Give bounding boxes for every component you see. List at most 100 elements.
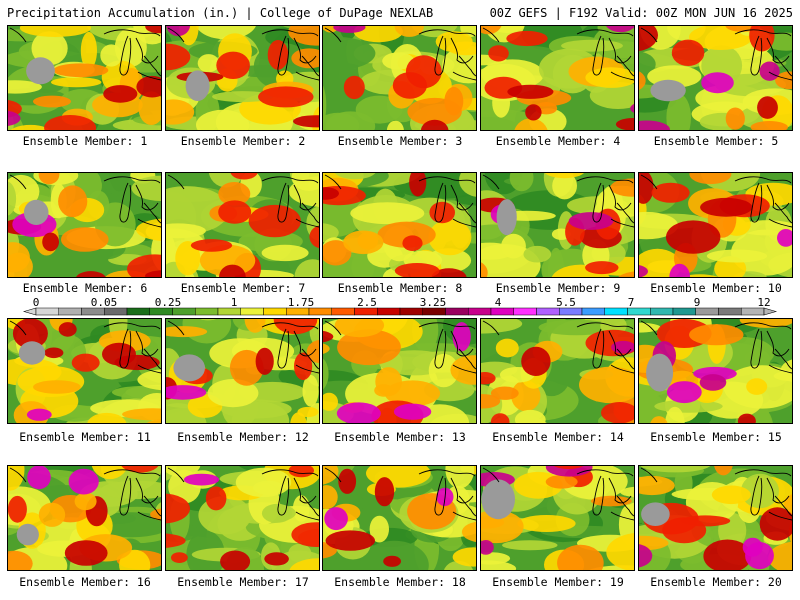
ensemble-member-map: [638, 172, 793, 278]
great-lakes-outline: [482, 467, 634, 521]
great-lakes-outline: [482, 27, 634, 81]
colorbar-segment: [126, 307, 150, 316]
great-lakes-outline: [324, 174, 476, 228]
colorbar-segment: [399, 307, 423, 316]
ensemble-member-map: [7, 318, 162, 424]
colorbar-tick-label: 0.05: [91, 296, 118, 309]
great-lakes-outline: [9, 27, 161, 81]
great-lakes-outline: [324, 27, 476, 81]
ensemble-member-label: Ensemble Member: 11: [19, 430, 151, 444]
ensemble-member-map: [7, 465, 162, 571]
colorbar-segment: [354, 307, 378, 316]
colorbar-segment: [331, 307, 355, 316]
ensemble-member-label: Ensemble Member: 18: [334, 575, 466, 589]
ensemble-member-map: [480, 25, 635, 131]
colorbar-segment: [650, 307, 674, 316]
colorbar-tick-label: 12: [757, 296, 770, 309]
ensemble-member-map: [165, 172, 320, 278]
colorbar-segment: [536, 307, 560, 316]
ensemble-member-label: Ensemble Member: 2: [180, 134, 306, 148]
ensemble-member-map: [322, 172, 477, 278]
model-valid-time: 00Z GEFS | F192 Valid: 00Z MON JUN 16 20…: [489, 6, 793, 20]
ensemble-member-label: Ensemble Member: 5: [653, 134, 779, 148]
ensemble-member-label: Ensemble Member: 12: [177, 430, 309, 444]
ensemble-member-label: Ensemble Member: 17: [177, 575, 309, 589]
colorbar-segment: [58, 307, 82, 316]
map-title: Precipitation Accumulation (in.) | Colle…: [7, 6, 434, 20]
colorbar-segment: [490, 307, 514, 316]
colorbar-segment: [172, 307, 196, 316]
great-lakes-outline: [640, 467, 792, 521]
ensemble-member-map: [480, 465, 635, 571]
ensemble-member-label: Ensemble Member: 8: [337, 281, 463, 295]
great-lakes-outline: [167, 467, 319, 521]
colorbar-max-arrow: [763, 307, 778, 316]
colorbar-segment: [559, 307, 583, 316]
colorbar-tick-label: 1: [231, 296, 238, 309]
colorbar-tick-label: 0: [33, 296, 40, 309]
great-lakes-outline: [167, 27, 319, 81]
colorbar-segment: [286, 307, 310, 316]
colorbar-segment: [627, 307, 651, 316]
colorbar-segment: [718, 307, 742, 316]
ensemble-member-map: [165, 318, 320, 424]
ensemble-member-label: Ensemble Member: 7: [180, 281, 306, 295]
ensemble-member-map: [480, 318, 635, 424]
colorbar-tick-label: 7: [628, 296, 635, 309]
colorbar-tick-label: 3.25: [420, 296, 447, 309]
ensemble-member-label: Ensemble Member: 16: [19, 575, 151, 589]
ensemble-member-map: [165, 465, 320, 571]
colorbar-tick-label: 9: [694, 296, 701, 309]
colorbar-tick-label: 2.5: [357, 296, 377, 309]
great-lakes-outline: [482, 320, 634, 374]
colorbar-tick-label: 0.25: [155, 296, 182, 309]
ensemble-member-label: Ensemble Member: 4: [495, 134, 621, 148]
colorbar-segment: [104, 307, 128, 316]
great-lakes-outline: [640, 320, 792, 374]
great-lakes-outline: [9, 467, 161, 521]
colorbar-tick-label: 5.5: [556, 296, 576, 309]
great-lakes-outline: [167, 174, 319, 228]
colorbar-segment: [263, 307, 287, 316]
ensemble-member-map: [322, 318, 477, 424]
ensemble-member-label: Ensemble Member: 14: [492, 430, 624, 444]
ensemble-member-map: [322, 25, 477, 131]
colorbar-tick-label: 1.75: [288, 296, 315, 309]
ensemble-member-map: [480, 172, 635, 278]
colorbar-min-arrow: [22, 307, 37, 316]
colorbar-tick-label: 4: [495, 296, 502, 309]
ensemble-member-label: Ensemble Member: 13: [334, 430, 466, 444]
ensemble-member-label: Ensemble Member: 20: [650, 575, 782, 589]
colorbar-segment: [149, 307, 173, 316]
colorbar-segment: [377, 307, 401, 316]
ensemble-member-label: Ensemble Member: 19: [492, 575, 624, 589]
great-lakes-outline: [640, 27, 792, 81]
colorbar-segment: [35, 307, 59, 316]
ensemble-member-map: [638, 318, 793, 424]
great-lakes-outline: [482, 174, 634, 228]
colorbar-segment: [604, 307, 628, 316]
ensemble-member-label: Ensemble Member: 10: [650, 281, 782, 295]
great-lakes-outline: [324, 320, 476, 374]
ensemble-member-label: Ensemble Member: 15: [650, 430, 782, 444]
ensemble-member-label: Ensemble Member: 9: [495, 281, 621, 295]
ensemble-member-map: [7, 172, 162, 278]
ensemble-member-map: [322, 465, 477, 571]
colorbar-segment: [445, 307, 469, 316]
precip-colorbar: 0 0.05 0.25 1 1.75 2.5 3.25 4 5.5 7 9 12: [22, 296, 778, 316]
ensemble-member-label: Ensemble Member: 3: [337, 134, 463, 148]
colorbar-segment: [422, 307, 446, 316]
ensemble-member-map: [7, 25, 162, 131]
colorbar-segment: [195, 307, 219, 316]
ensemble-member-label: Ensemble Member: 6: [22, 281, 148, 295]
colorbar-segment: [513, 307, 537, 316]
ensemble-member-map: [638, 25, 793, 131]
great-lakes-outline: [9, 174, 161, 228]
colorbar-segment: [672, 307, 696, 316]
ensemble-member-label: Ensemble Member: 1: [22, 134, 148, 148]
great-lakes-outline: [640, 174, 792, 228]
colorbar-segment: [217, 307, 241, 316]
colorbar-segment: [695, 307, 719, 316]
colorbar-segment: [741, 307, 765, 316]
great-lakes-outline: [324, 467, 476, 521]
